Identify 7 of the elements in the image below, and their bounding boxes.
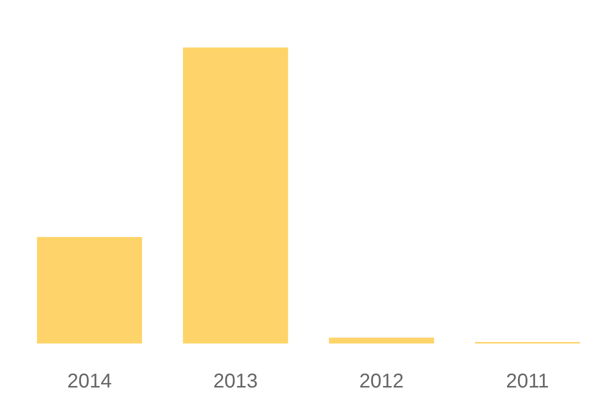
- bar: [36, 236, 142, 344]
- x-tick-label: 2012: [359, 370, 404, 392]
- bar: [328, 338, 434, 344]
- x-tick-label: 2014: [67, 370, 112, 392]
- x-tick-label: 2011: [506, 370, 550, 392]
- x-tick-label: 2013: [213, 370, 258, 392]
- bar: [182, 48, 288, 344]
